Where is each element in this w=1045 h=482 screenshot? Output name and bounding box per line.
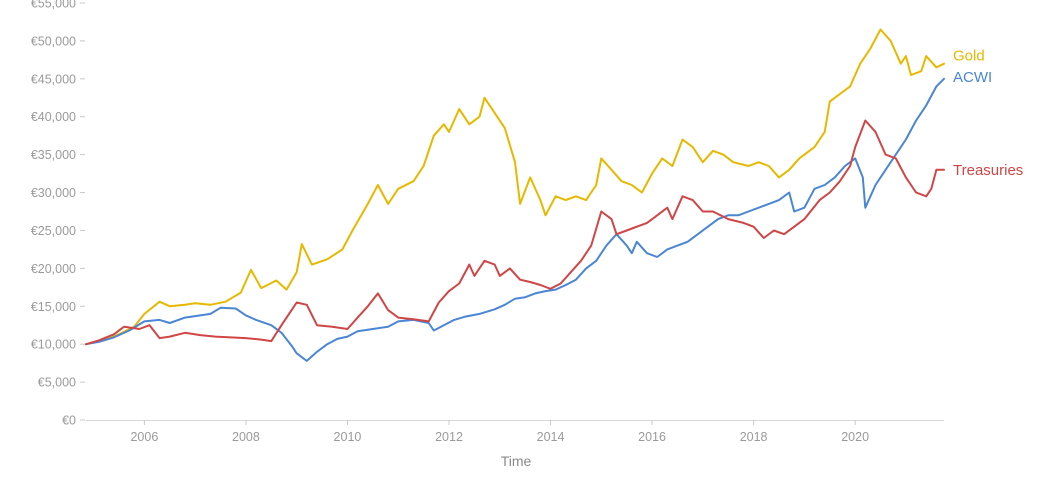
y-tick-label: €50,000 — [31, 34, 76, 48]
y-tick-label: €15,000 — [31, 300, 76, 314]
y-tick-label: €0 — [62, 414, 76, 428]
y-tick-label: €5,000 — [38, 376, 76, 390]
x-tick-label: 2014 — [537, 430, 565, 444]
y-tick-label: €55,000 — [31, 0, 76, 11]
x-tick-label: 2012 — [435, 430, 463, 444]
x-axis-title: Time — [501, 453, 532, 469]
y-tick-label: €20,000 — [31, 262, 76, 276]
series-line-treasuries — [85, 119, 945, 346]
y-tick-label: €45,000 — [31, 72, 76, 86]
x-axis: 2006 2008 2010 2012 2014 2016 2018 2020 — [86, 420, 944, 444]
y-tick-label: €30,000 — [31, 186, 76, 200]
y-tick-label: €40,000 — [31, 110, 76, 124]
series-labels: Gold ACWI Treasuries — [953, 48, 1023, 179]
y-tick-label: €10,000 — [31, 338, 76, 352]
series-label-treasuries: Treasuries — [953, 162, 1023, 179]
x-tick-label: 2008 — [232, 430, 260, 444]
x-tick-label: 2006 — [130, 430, 158, 444]
x-tick-label: 2020 — [841, 430, 869, 444]
series-label-acwi: ACWI — [953, 69, 992, 86]
y-tick-label: €25,000 — [31, 224, 76, 238]
series-layer — [85, 28, 945, 362]
series-label-gold: Gold — [953, 48, 985, 65]
series-line-acwi — [85, 77, 945, 362]
x-tick-label: 2010 — [334, 430, 362, 444]
y-tick-label: €35,000 — [31, 148, 76, 162]
y-axis: €0 €5,000 €10,000 €15,000 €20,000 €25,000 €30,… — [31, 0, 85, 428]
series-line-gold — [85, 28, 945, 346]
x-tick-label: 2016 — [638, 430, 666, 444]
x-tick-label: 2018 — [740, 430, 768, 444]
